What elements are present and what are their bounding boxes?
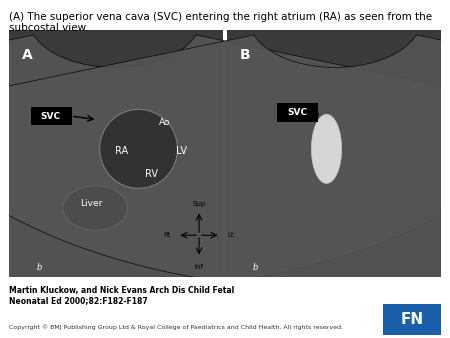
- Text: SVC: SVC: [287, 108, 307, 117]
- Polygon shape: [0, 35, 450, 289]
- Text: Sup: Sup: [193, 201, 206, 207]
- Ellipse shape: [100, 110, 177, 188]
- Text: b: b: [252, 263, 258, 272]
- FancyBboxPatch shape: [277, 103, 318, 122]
- FancyBboxPatch shape: [9, 30, 223, 277]
- Text: Rt: Rt: [163, 232, 171, 238]
- Text: Neonatal Ed 2000;82:F182-F187: Neonatal Ed 2000;82:F182-F187: [9, 296, 148, 305]
- Text: LV: LV: [176, 146, 187, 156]
- Text: Martin Kluckow, and Nick Evans Arch Dis Child Fetal: Martin Kluckow, and Nick Evans Arch Dis …: [9, 286, 234, 295]
- Text: b: b: [36, 263, 42, 272]
- Text: FN: FN: [400, 312, 423, 327]
- Polygon shape: [0, 35, 450, 289]
- FancyBboxPatch shape: [227, 30, 441, 277]
- Text: Ao: Ao: [159, 118, 170, 127]
- Text: Liver: Liver: [80, 199, 102, 208]
- Ellipse shape: [63, 186, 128, 230]
- FancyBboxPatch shape: [382, 304, 441, 335]
- Ellipse shape: [311, 114, 342, 184]
- FancyBboxPatch shape: [31, 107, 72, 125]
- Text: A: A: [22, 48, 33, 62]
- Text: B: B: [240, 48, 251, 62]
- Text: (A) The superior vena cava (SVC) entering the right atrium (RA) as seen from the: (A) The superior vena cava (SVC) enterin…: [9, 12, 432, 33]
- Text: RV: RV: [145, 169, 158, 178]
- Text: Inf: Inf: [194, 264, 203, 270]
- Text: Lt: Lt: [227, 232, 234, 238]
- Text: RA: RA: [115, 146, 128, 156]
- Text: Copyright © BMJ Publishing Group Ltd & Royal College of Paediatrics and Child He: Copyright © BMJ Publishing Group Ltd & R…: [9, 324, 343, 330]
- Text: SVC: SVC: [41, 112, 61, 121]
